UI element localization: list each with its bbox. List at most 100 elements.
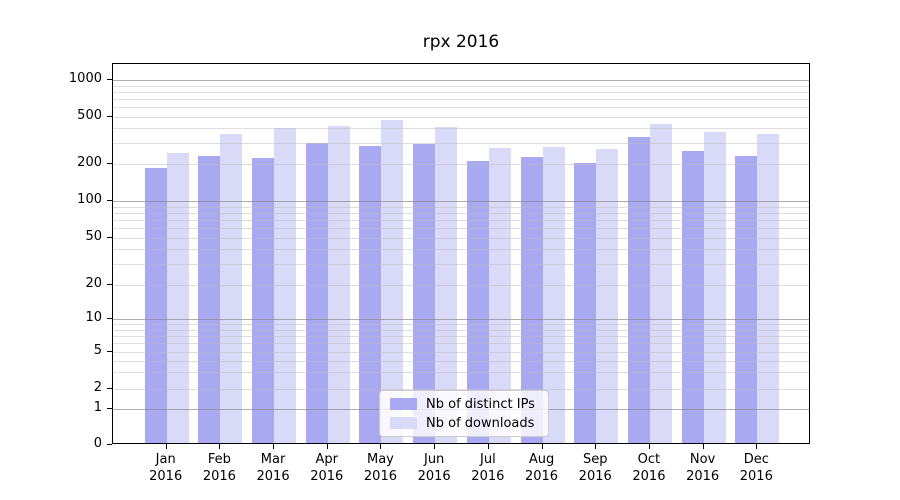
x-tick-mark bbox=[702, 444, 704, 449]
bar-downloads-sep bbox=[596, 148, 619, 443]
x-tick-label: Aug 2016 bbox=[510, 451, 574, 485]
x-tick-year: 2016 bbox=[578, 469, 612, 484]
bar-downloads-apr bbox=[327, 126, 350, 443]
x-tick-mark bbox=[434, 444, 436, 449]
x-tick-month: Jun bbox=[423, 452, 445, 467]
x-tick-month: Feb bbox=[207, 452, 231, 467]
legend-swatch-distinct-ips bbox=[390, 398, 417, 410]
y-tick-mark bbox=[107, 79, 112, 80]
x-tick-year: 2016 bbox=[149, 469, 183, 484]
x-tick-label: Nov 2016 bbox=[671, 451, 735, 485]
y-tick-mark bbox=[107, 407, 112, 409]
y-tick-label: 100 bbox=[77, 192, 102, 207]
x-tick-year: 2016 bbox=[256, 469, 290, 484]
y-tick-label: 20 bbox=[85, 276, 102, 292]
y-tick-label: 1 bbox=[93, 399, 102, 415]
x-tick-month: Sep bbox=[582, 452, 608, 467]
x-tick-mark bbox=[326, 444, 328, 449]
x-tick-year: 2016 bbox=[363, 469, 397, 484]
y-tick-label: 2 bbox=[93, 379, 102, 395]
x-tick-label: Sep 2016 bbox=[563, 451, 627, 485]
x-tick-mark bbox=[595, 444, 597, 449]
y-tick-label: 200 bbox=[77, 155, 102, 170]
x-tick-month: Jan bbox=[155, 452, 176, 467]
y-tick-label: 1000 bbox=[68, 71, 102, 86]
y-tick-mark bbox=[107, 236, 112, 238]
y-tick-mark bbox=[107, 284, 112, 286]
bar-distinct-ips-mar bbox=[252, 158, 275, 443]
x-tick-mark bbox=[273, 444, 275, 449]
bar-downloads-jun bbox=[435, 127, 458, 443]
x-tick-label: Dec 2016 bbox=[724, 451, 788, 485]
x-tick-month: Nov bbox=[689, 452, 716, 467]
chart-title: rpx 2016 bbox=[422, 32, 500, 52]
bar-distinct-ips-sep bbox=[574, 163, 597, 443]
x-tick-year: 2016 bbox=[686, 469, 720, 484]
x-tick-mark bbox=[648, 444, 650, 449]
bar-downloads-jul bbox=[488, 147, 511, 443]
bar-downloads-dec bbox=[757, 134, 780, 443]
x-tick-mark bbox=[487, 444, 489, 449]
x-tick-label: May 2016 bbox=[348, 451, 412, 485]
bar-downloads-feb bbox=[220, 134, 243, 443]
y-tick-mark bbox=[107, 444, 112, 445]
y-tick-mark bbox=[107, 318, 112, 319]
y-tick-mark bbox=[107, 163, 112, 164]
x-tick-label: Jun 2016 bbox=[402, 451, 466, 485]
x-tick-month: Apr bbox=[315, 452, 339, 467]
chart-legend: Nb of distinct IPs Nb of downloads bbox=[379, 390, 549, 437]
y-tick-label: 5 bbox=[93, 342, 102, 358]
legend-item-distinct-ips: Nb of distinct IPs bbox=[390, 397, 548, 412]
x-tick-year: 2016 bbox=[739, 469, 773, 484]
bar-distinct-ips-nov bbox=[681, 150, 704, 443]
x-tick-mark bbox=[380, 444, 382, 449]
y-tick-mark bbox=[107, 387, 112, 389]
x-tick-mark bbox=[219, 444, 221, 449]
legend-swatch-downloads bbox=[390, 417, 417, 429]
x-tick-label: Feb 2016 bbox=[187, 451, 251, 485]
bar-distinct-ips-apr bbox=[305, 142, 328, 443]
y-tick-label: 500 bbox=[77, 108, 102, 123]
x-tick-month: Oct bbox=[637, 452, 661, 467]
plot-area: Nb of distinct IPs Nb of downloads bbox=[112, 63, 810, 444]
x-tick-year: 2016 bbox=[417, 469, 451, 484]
bar-downloads-jan bbox=[166, 152, 189, 443]
y-tick-label: 0 bbox=[93, 436, 102, 451]
y-tick-mark bbox=[107, 200, 112, 201]
x-tick-mark bbox=[165, 444, 167, 449]
x-tick-year: 2016 bbox=[524, 469, 559, 484]
x-tick-month: May bbox=[367, 452, 394, 467]
y-tick-mark bbox=[107, 116, 112, 117]
bar-distinct-ips-feb bbox=[198, 155, 221, 443]
bar-distinct-ips-dec bbox=[735, 155, 758, 443]
x-tick-mark bbox=[756, 444, 758, 449]
legend-label-distinct-ips: Nb of distinct IPs bbox=[426, 396, 535, 412]
legend-label-downloads: Nb of downloads bbox=[426, 415, 535, 431]
x-tick-label: Mar 2016 bbox=[241, 451, 305, 485]
y-tick-label: 10 bbox=[85, 310, 102, 325]
x-tick-mark bbox=[541, 444, 543, 449]
x-tick-label: Jul 2016 bbox=[456, 451, 520, 485]
bar-distinct-ips-jan bbox=[144, 167, 167, 443]
x-tick-year: 2016 bbox=[632, 469, 666, 484]
bar-downloads-oct bbox=[649, 123, 672, 443]
bars-layer bbox=[113, 64, 809, 443]
bar-downloads-mar bbox=[274, 127, 297, 443]
x-tick-label: Oct 2016 bbox=[617, 451, 681, 485]
x-tick-month: Jul bbox=[480, 452, 496, 467]
x-tick-label: Apr 2016 bbox=[295, 451, 359, 485]
x-tick-year: 2016 bbox=[202, 469, 236, 484]
bar-distinct-ips-oct bbox=[627, 137, 650, 443]
x-tick-month: Dec bbox=[743, 452, 769, 467]
y-tick-label: 50 bbox=[85, 228, 102, 244]
y-tick-mark bbox=[107, 350, 112, 352]
x-tick-month: Aug bbox=[528, 452, 555, 467]
x-tick-month: Mar bbox=[260, 452, 286, 467]
x-tick-year: 2016 bbox=[310, 469, 344, 484]
bar-distinct-ips-jun bbox=[413, 143, 436, 443]
x-tick-year: 2016 bbox=[471, 469, 505, 484]
legend-item-downloads: Nb of downloads bbox=[390, 416, 548, 431]
x-tick-label: Jan 2016 bbox=[134, 451, 198, 485]
bar-downloads-nov bbox=[703, 131, 726, 443]
